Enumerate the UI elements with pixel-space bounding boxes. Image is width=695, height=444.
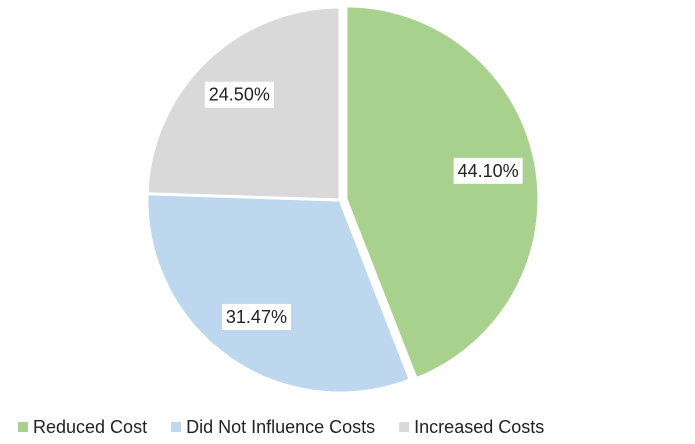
pie-slice [344,4,541,381]
legend-label: Reduced Cost [33,417,147,437]
legend-marker [399,422,410,432]
legend-marker [171,422,182,432]
data-label: 44.10% [458,161,519,181]
label-box [204,81,274,108]
label-box [221,303,291,330]
legend-marker [18,422,28,432]
data-label: 24.50% [209,85,270,105]
pie-slice [145,192,413,395]
legend-label: Did Not Influence Costs [186,417,375,437]
data-label: 31.47% [226,307,287,327]
label-box [453,157,523,184]
legend-label: Increased Costs [414,417,544,437]
